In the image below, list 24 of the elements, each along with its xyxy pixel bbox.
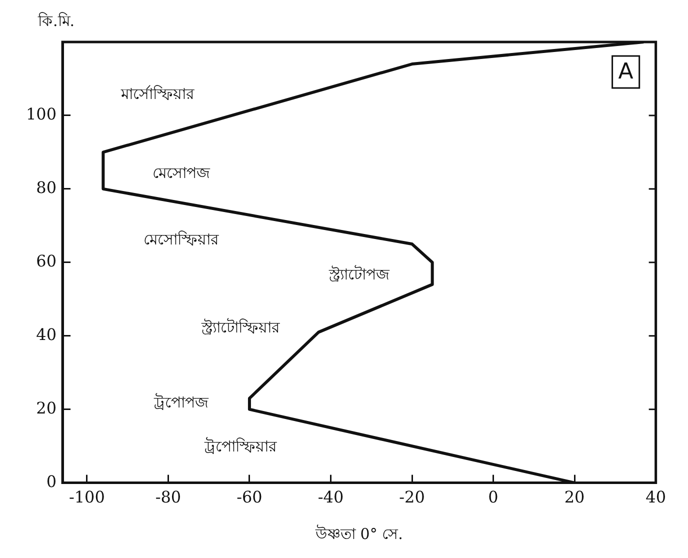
x-tick-label: -60 xyxy=(236,488,262,507)
annotation: A xyxy=(618,60,634,85)
annotation: ট্রপোপজ xyxy=(153,393,210,412)
annotation: ট্রপোস্ফিয়ার xyxy=(204,437,278,456)
annotation: মার্সোস্ফিয়ার xyxy=(120,84,195,103)
y-tick-label: 60 xyxy=(36,252,57,271)
y-tick-label: 20 xyxy=(36,398,57,418)
annotation: স্ট্র্যাটোস্ফিয়ার xyxy=(200,318,281,336)
x-tick-label: -100 xyxy=(68,488,105,507)
annotation: মেসোস্ফিয়ার xyxy=(144,230,220,248)
y-axis-title: কি.মি. xyxy=(37,12,75,30)
y-tick-label: 100 xyxy=(26,104,57,124)
x-axis-title: উষ্ণতা 0° সে. xyxy=(314,524,403,543)
x-tick-label: -80 xyxy=(155,488,182,507)
x-tick-label: 0 xyxy=(488,488,498,507)
annotation: মেসোপজ xyxy=(152,164,211,182)
y-tick-label: 80 xyxy=(36,178,57,198)
x-tick-label: 20 xyxy=(564,488,585,507)
x-tick-label: -40 xyxy=(318,488,344,507)
y-tick-label: 40 xyxy=(36,325,57,344)
y-tick-label: 0 xyxy=(46,472,57,491)
x-tick-label: -20 xyxy=(399,488,425,507)
annotation: স্ট্র্যাটোপজ xyxy=(328,266,390,284)
x-tick-label: 40 xyxy=(646,488,666,507)
